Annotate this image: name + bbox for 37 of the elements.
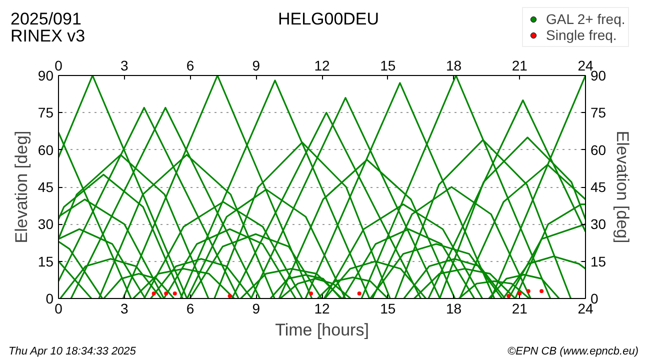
y-tick-label: 90 <box>38 68 54 84</box>
y2-tick-label: 15 <box>590 253 606 270</box>
x2-tick-label: 12 <box>314 58 330 74</box>
y2-tick-label: 75 <box>590 104 606 121</box>
x2-tick-label: 6 <box>186 58 194 74</box>
y-tick-label: 75 <box>38 104 54 121</box>
text: Thu Apr 10 18:34:33 2025 <box>8 346 137 358</box>
y-tick-label: 30 <box>38 216 54 232</box>
x-tick-label: 9 <box>252 300 260 316</box>
legend-label: GAL 2+ freq. <box>546 11 626 27</box>
y2-tick-label: 60 <box>590 142 606 158</box>
text: RINEX v3 <box>10 26 86 46</box>
y-tick-label: 15 <box>38 253 54 270</box>
y-tick-label: 45 <box>38 179 54 195</box>
x-tick-label: 15 <box>380 300 396 316</box>
y2-axis-title: Elevation [deg] <box>613 130 632 244</box>
x-tick-label: 3 <box>120 300 128 316</box>
x-tick-label: 18 <box>446 300 462 316</box>
x2-tick-label: 3 <box>120 58 128 74</box>
x-tick-label: 12 <box>314 300 330 316</box>
x2-tick-label: 15 <box>380 58 396 74</box>
y2-tick-label: 0 <box>590 290 598 306</box>
legend-label: Single freq. <box>546 27 617 43</box>
x2-tick-label: 18 <box>446 58 462 74</box>
chart-subtitle: 2025/091 <box>10 10 82 28</box>
y2-tick-label: 45 <box>590 179 606 195</box>
y-tick-label: 0 <box>46 290 54 306</box>
x2-tick-label: 9 <box>252 58 260 74</box>
x-tick-label: 6 <box>186 300 194 316</box>
chart-title: HELG00DEU <box>278 10 380 28</box>
y2-tick-label: 30 <box>590 216 606 232</box>
x2-tick-label: 21 <box>512 58 528 74</box>
y-axis-title: Elevation [deg] <box>12 130 31 244</box>
x-tick-label: 21 <box>512 300 528 316</box>
text: ©EPN CB (www.epncb.eu) <box>508 346 639 358</box>
x-axis-title: Time [hours] <box>275 320 369 340</box>
y-tick-label: 60 <box>38 142 54 158</box>
